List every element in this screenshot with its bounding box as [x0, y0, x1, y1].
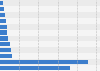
Bar	[0, 66, 70, 70]
Bar	[0, 59, 100, 65]
Bar	[0, 6, 100, 12]
Bar	[0, 47, 100, 53]
Bar	[0, 25, 6, 29]
Bar	[0, 0, 100, 6]
Bar	[0, 54, 12, 58]
Bar	[0, 48, 11, 52]
Bar	[0, 19, 6, 23]
Bar	[0, 41, 100, 47]
Bar	[0, 1, 4, 5]
Bar	[0, 12, 100, 18]
Bar	[0, 36, 8, 41]
Bar	[0, 60, 88, 64]
Bar	[0, 42, 10, 46]
Bar	[0, 65, 100, 71]
Bar	[0, 30, 7, 35]
Bar	[0, 13, 5, 17]
Bar	[0, 36, 100, 41]
Bar	[0, 53, 100, 59]
Bar	[0, 18, 100, 24]
Bar	[0, 30, 100, 36]
Bar	[0, 7, 4, 11]
Bar	[0, 24, 100, 30]
